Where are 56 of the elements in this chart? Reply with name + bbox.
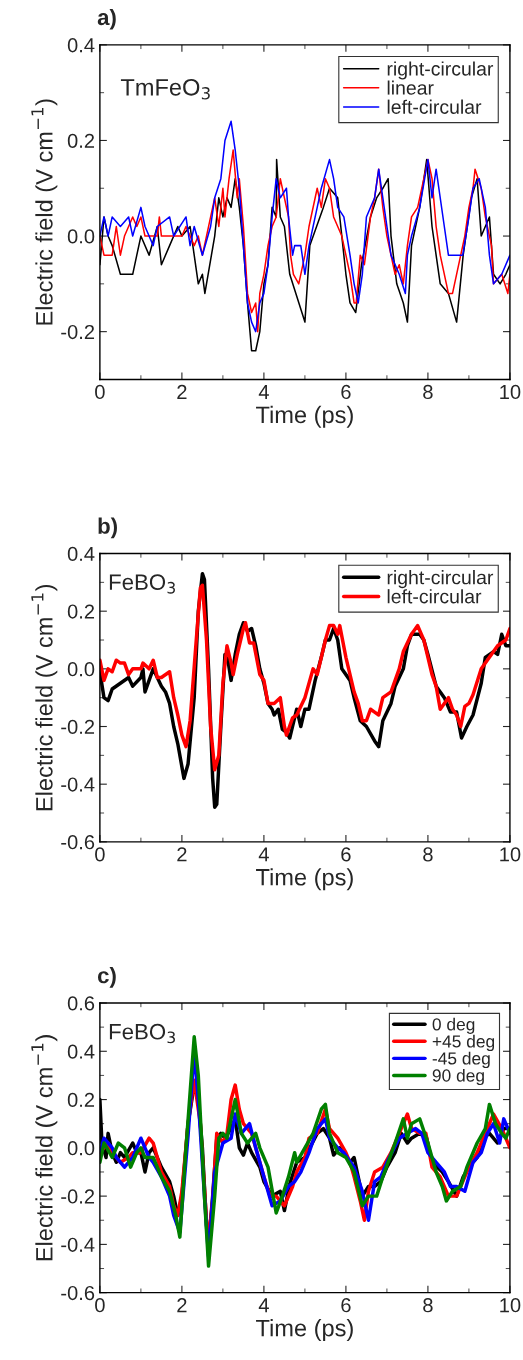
annotation: TmFeO$_{3}$ <box>120 78 210 100</box>
x-tick-label: 10 <box>500 1298 521 1313</box>
y-tick-label: -0.4 <box>61 777 95 792</box>
x-tick-label: 0 <box>95 384 105 400</box>
x-tick-label: 2 <box>177 847 187 862</box>
y-tick-label: -0.2 <box>61 1189 95 1204</box>
y-tick-label: -0.4 <box>61 1237 95 1252</box>
legend-label: left-circular <box>387 99 482 114</box>
annotation: FeBO$_{3}$ <box>109 574 175 594</box>
legend-label: linear <box>387 80 434 95</box>
x-tick-label: 4 <box>258 1298 269 1313</box>
annotation: FeBO$_{3}$ <box>109 1023 175 1044</box>
x-tick-label: 10 <box>500 847 521 862</box>
y-axis-title: Electric field (V cm$^{−1}$) <box>31 1035 58 1261</box>
y-tick-label: 0.0 <box>67 1141 95 1156</box>
x-tick-label: 8 <box>423 847 433 862</box>
y-tick-label: -0.6 <box>61 1285 95 1301</box>
legend-label: right-circular <box>387 570 494 589</box>
chart-title: b) <box>98 517 117 539</box>
x-tick-label: 2 <box>177 384 187 399</box>
legend-label: -45 deg <box>432 1051 490 1069</box>
legend-label: +45 deg <box>432 1034 495 1051</box>
x-axis-title: Time (ps) <box>256 405 353 428</box>
x-tick-label: 6 <box>341 847 351 862</box>
legend-label: right-circular <box>387 61 494 80</box>
y-tick-label: -0.2 <box>61 324 95 340</box>
y-tick-label: 0.6 <box>67 996 95 1011</box>
x-tick-label: 6 <box>341 1298 351 1313</box>
y-tick-label: 0.4 <box>67 546 95 562</box>
y-axis-title: Electric field (V cm$^{−1}$) <box>31 584 58 811</box>
y-tick-label: 0.0 <box>67 662 95 677</box>
y-tick-label: 0.2 <box>67 133 95 148</box>
x-tick-label: 4 <box>258 847 269 862</box>
chart-title: a) <box>97 8 116 30</box>
x-tick-label: 10 <box>500 384 521 400</box>
legend-label: left-circular <box>387 589 482 604</box>
x-tick-label: 0 <box>95 847 105 862</box>
y-tick-label: -0.2 <box>61 719 95 735</box>
y-tick-label: 0.2 <box>67 604 95 619</box>
y-tick-label: -0.6 <box>61 835 95 850</box>
y-tick-label: 0.0 <box>67 229 95 244</box>
x-tick-label: 8 <box>423 1298 433 1313</box>
x-tick-label: 2 <box>177 1298 187 1313</box>
y-tick-label: 0.2 <box>67 1092 95 1108</box>
chart-title: c) <box>97 967 116 988</box>
x-tick-label: 8 <box>423 384 433 400</box>
x-axis-title: Time (ps) <box>256 868 353 891</box>
x-tick-label: 4 <box>258 385 269 399</box>
y-tick-label: 0.4 <box>67 38 95 53</box>
legend-label: 0 deg <box>432 1017 475 1034</box>
y-axis-title: Electric field (V cm$^{−1}$) <box>31 99 58 325</box>
y-tick-label: 0.4 <box>67 1044 95 1059</box>
x-tick-label: 6 <box>341 384 351 400</box>
x-tick-label: 0 <box>95 1298 105 1313</box>
legend-label: 90 deg <box>432 1068 484 1086</box>
x-axis-title: Time (ps) <box>256 1319 353 1342</box>
